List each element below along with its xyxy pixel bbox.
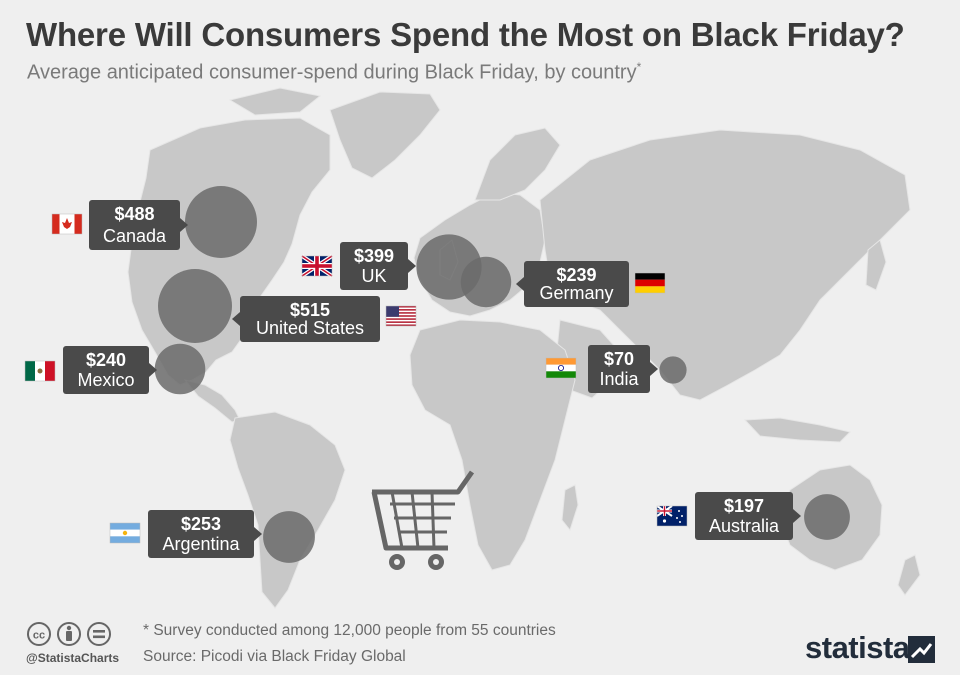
page-title: Where Will Consumers Spend the Most on B… xyxy=(26,16,905,53)
value-label-united-states: $515 xyxy=(290,300,330,320)
bubble-mexico xyxy=(154,343,206,395)
bubble-layer xyxy=(154,186,850,563)
scandinavia-shape xyxy=(474,127,561,201)
bubble-germany xyxy=(460,256,512,308)
bubble-india xyxy=(659,356,687,384)
license-icons: cc xyxy=(27,622,111,646)
indonesia-shape xyxy=(743,417,851,443)
value-label-germany: $239 xyxy=(556,265,596,285)
creative-commons-icon: cc xyxy=(27,622,51,646)
label-pointer-mexico xyxy=(149,363,157,377)
country-label-uk: UK xyxy=(361,266,386,286)
bubble-australia xyxy=(804,494,850,540)
social-handle: @StatistaCharts xyxy=(26,651,120,665)
label-box-canada xyxy=(89,200,180,250)
greenland-shape xyxy=(329,91,441,179)
label-pointer-australia xyxy=(793,509,801,523)
uk-flag-icon xyxy=(300,254,334,278)
label-box-india xyxy=(588,345,650,393)
japan-shape xyxy=(865,239,887,291)
value-label-australia: $197 xyxy=(724,496,764,516)
shopping-cart-icon xyxy=(371,470,475,570)
argentina-flag-icon xyxy=(109,522,141,544)
value-label-canada: $488 xyxy=(114,204,154,224)
country-label-argentina: Argentina xyxy=(162,534,240,554)
page-subtitle: Average anticipated consumer-spend durin… xyxy=(27,60,641,85)
bubble-argentina xyxy=(263,511,315,563)
label-box-mexico xyxy=(63,346,149,394)
subtitle-footnote-mark: * xyxy=(636,60,642,74)
south-america-shape xyxy=(229,411,346,609)
label-pointer-canada xyxy=(180,218,188,232)
bubble-united-states xyxy=(158,269,232,343)
value-label-mexico: $240 xyxy=(86,350,126,370)
label-box-australia xyxy=(695,492,793,540)
country-label-mexico: Mexico xyxy=(77,370,134,390)
label-box-germany xyxy=(524,261,629,307)
label-pointer-india xyxy=(650,362,658,376)
statista-logo-text[interactable]: statista xyxy=(805,630,910,665)
africa-shape xyxy=(409,319,576,571)
flag-layer xyxy=(24,213,688,544)
asia-shape xyxy=(539,129,911,401)
label-pointer-united-states xyxy=(232,312,240,326)
value-label-india: $70 xyxy=(604,349,634,369)
bubble-canada xyxy=(185,186,257,258)
country-label-australia: Australia xyxy=(709,516,780,536)
no-derivatives-icon xyxy=(87,622,111,646)
label-pointer-argentina xyxy=(254,527,262,541)
arctic-islands-shape xyxy=(228,87,322,116)
country-label-canada: Canada xyxy=(103,226,167,246)
india-flag-icon xyxy=(545,357,577,379)
new-zealand-shape xyxy=(897,554,921,596)
mexico-flag-icon xyxy=(24,360,56,382)
statista-logo-icon[interactable] xyxy=(908,636,935,663)
value-label-uk: $399 xyxy=(354,246,394,266)
label-box-uk xyxy=(340,242,408,290)
footnote: * Survey conducted among 12,000 people f… xyxy=(143,622,556,639)
label-box-united-states xyxy=(240,296,380,342)
label-pointer-germany xyxy=(516,277,524,291)
label-pointer-uk xyxy=(408,259,416,273)
subtitle-text: Average anticipated consumer-spend durin… xyxy=(27,61,637,84)
canada-flag-icon xyxy=(51,213,83,235)
australia-flag-icon xyxy=(656,505,688,527)
germany-flag-icon xyxy=(634,272,666,294)
country-label-india: India xyxy=(599,369,639,389)
usa-flag-icon xyxy=(385,305,417,327)
attribution-icon xyxy=(57,622,81,646)
value-label-argentina: $253 xyxy=(181,514,221,534)
country-label-united-states: United States xyxy=(256,318,364,338)
country-label-germany: Germany xyxy=(539,283,613,303)
source: Source: Picodi via Black Friday Global xyxy=(143,648,406,665)
madagascar-shape xyxy=(561,484,579,532)
label-box-argentina xyxy=(148,510,254,558)
svg-text:cc: cc xyxy=(33,630,45,642)
